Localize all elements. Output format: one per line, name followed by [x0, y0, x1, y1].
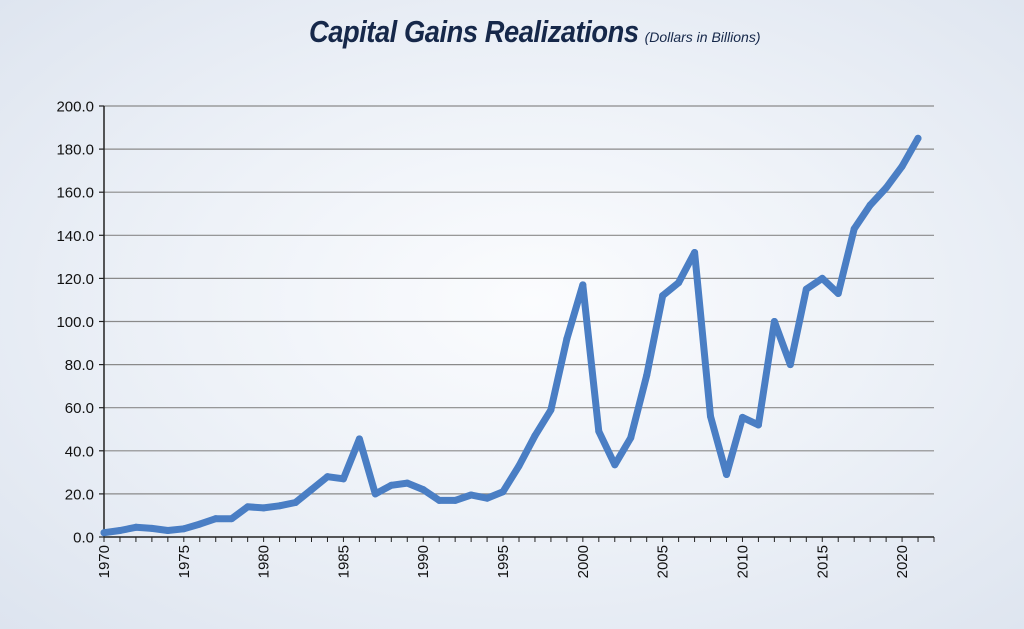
chart-title: Capital Gains Realizations — [308, 14, 639, 49]
data-point — [419, 486, 427, 494]
data-point — [675, 279, 683, 287]
data-point — [691, 249, 699, 257]
data-point — [723, 471, 730, 479]
data-point — [100, 529, 108, 537]
x-tick-label: 2005 — [655, 545, 672, 578]
x-tick-label: 1985 — [335, 545, 352, 578]
data-point — [371, 490, 379, 498]
data-point — [850, 225, 858, 233]
data-point — [387, 481, 395, 489]
data-point — [292, 499, 300, 507]
y-tick-label: 100.0 — [56, 314, 94, 331]
data-point — [499, 488, 507, 496]
data-point — [515, 462, 523, 470]
data-point — [467, 491, 475, 499]
data-point — [595, 427, 603, 435]
data-point — [563, 335, 571, 343]
y-tick-label: 20.0 — [65, 486, 94, 503]
y-tick-label: 140.0 — [56, 228, 94, 245]
data-point — [770, 318, 778, 325]
x-tick-label: 2010 — [734, 545, 751, 578]
y-tick-label: 80.0 — [65, 357, 94, 374]
x-tick-label: 2015 — [814, 545, 831, 578]
data-point — [323, 473, 331, 481]
data-point — [786, 361, 794, 369]
y-tick-label: 40.0 — [65, 443, 94, 460]
chart-subtitle: (Dollars in Billions) — [644, 29, 761, 45]
y-tick-label: 60.0 — [65, 400, 94, 417]
data-point — [898, 162, 906, 170]
x-tick-label: 2000 — [575, 545, 592, 578]
data-point — [547, 406, 555, 414]
data-point — [403, 479, 411, 487]
chart-title-row: Capital Gains Realizations (Dollars in B… — [0, 14, 1024, 50]
data-point — [212, 515, 220, 523]
data-point — [164, 527, 172, 535]
data-point — [435, 496, 443, 504]
data-point — [148, 524, 156, 532]
data-point — [531, 432, 539, 440]
data-point — [308, 486, 315, 494]
x-tick-label: 1975 — [176, 545, 193, 578]
data-point — [643, 371, 651, 379]
data-point — [483, 494, 491, 502]
data-point — [659, 292, 667, 300]
data-point — [738, 413, 746, 421]
x-tick-label: 1970 — [96, 545, 113, 578]
data-point — [579, 281, 587, 289]
x-tick-label: 1995 — [495, 545, 512, 578]
data-point — [627, 434, 635, 442]
data-point — [914, 134, 922, 142]
x-tick-label: 2020 — [894, 545, 911, 578]
data-point — [866, 201, 874, 209]
x-tick-label: 1980 — [256, 545, 273, 578]
y-tick-label: 180.0 — [56, 142, 94, 159]
data-point — [882, 184, 890, 192]
data-point — [244, 503, 252, 511]
data-point — [228, 515, 236, 523]
data-point — [180, 525, 188, 533]
data-point — [611, 461, 619, 469]
x-tick-label: 1990 — [415, 545, 432, 578]
data-point — [132, 523, 140, 531]
y-tick-label: 200.0 — [56, 99, 94, 116]
data-point — [196, 520, 204, 528]
data-point — [339, 475, 347, 483]
y-tick-label: 120.0 — [56, 271, 94, 288]
y-tick-label: 160.0 — [56, 185, 94, 202]
data-point — [116, 527, 124, 535]
data-point — [802, 285, 810, 293]
data-point — [260, 504, 268, 512]
data-point — [355, 435, 363, 443]
data-point — [818, 274, 826, 282]
data-point — [451, 496, 459, 504]
data-point — [276, 502, 284, 510]
data-point — [834, 289, 842, 297]
y-tick-label: 0.0 — [73, 530, 94, 547]
data-point — [707, 412, 715, 420]
data-point — [754, 421, 762, 429]
series-line — [100, 134, 922, 537]
